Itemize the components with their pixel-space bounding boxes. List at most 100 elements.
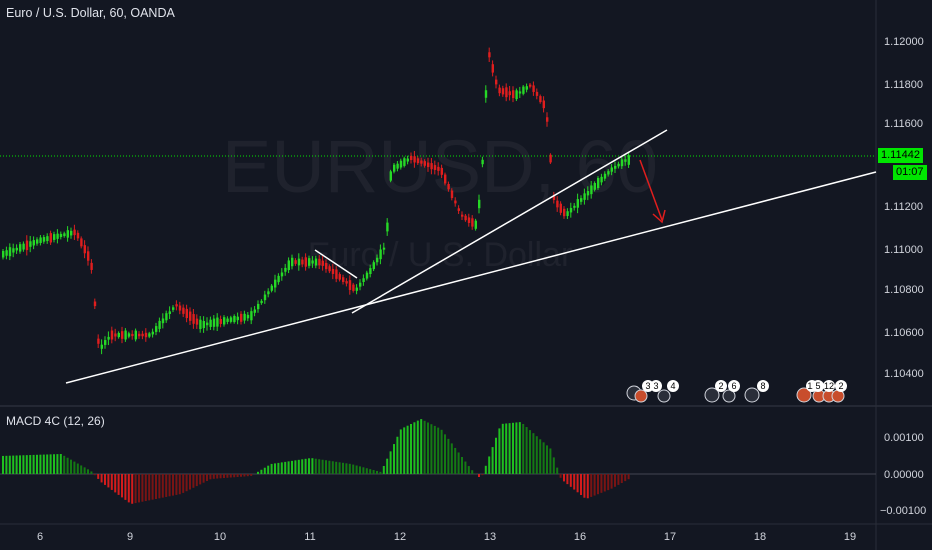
candle-body [253, 309, 256, 313]
candle-body [15, 247, 18, 251]
macd-bar [464, 461, 467, 474]
macd-bar [104, 474, 106, 485]
macd-bar [63, 455, 66, 474]
macd-bar [76, 463, 79, 474]
macd-bar [437, 427, 440, 474]
macd-bar [403, 427, 406, 474]
time-tick: 10 [214, 531, 226, 543]
event-badge[interactable]: 11 5 12 2 [796, 380, 847, 403]
candle-body [335, 269, 338, 279]
candle-body [423, 161, 426, 166]
macd-bar [488, 456, 491, 474]
macd-bar [246, 474, 249, 477]
macd-bar [376, 470, 378, 474]
macd-bar [274, 463, 276, 474]
candle-body [532, 85, 535, 92]
macd-bar [165, 474, 168, 497]
candle-body [76, 232, 80, 239]
forecast-arrow-line[interactable] [639, 159, 663, 221]
price-tick: 1.10400 [884, 368, 924, 380]
candle-body [5, 250, 8, 256]
macd-bar [498, 428, 501, 474]
candle-body [304, 257, 307, 267]
macd-bar [365, 468, 368, 474]
candle-body [359, 282, 362, 287]
macd-bar [277, 462, 280, 474]
candle-body [576, 199, 579, 208]
macd-bar [199, 474, 202, 485]
macd-bar [73, 461, 76, 474]
candle-body [83, 245, 86, 254]
candle-body [206, 322, 209, 326]
candle-body [586, 191, 590, 196]
event-badge[interactable]: 2 6 8 [704, 380, 769, 403]
candle-body [556, 200, 559, 208]
chart-title[interactable]: Euro / U.S. Dollar, 60, OANDA [6, 6, 175, 20]
macd-bar [70, 459, 72, 474]
candle-body [331, 268, 335, 274]
candle-body [287, 260, 290, 271]
candle-body [583, 193, 586, 200]
trendline-upper[interactable] [351, 129, 668, 314]
candle-body [498, 87, 501, 94]
bar-countdown-tag: 01:07 [893, 165, 927, 180]
macd-bar [569, 474, 572, 487]
macd-bar [620, 474, 623, 483]
macd-bar [416, 420, 419, 474]
macd-bar [440, 429, 443, 474]
candle-body [274, 279, 277, 288]
macd-bar [430, 424, 433, 474]
macd-legend-label[interactable]: MACD 4C (12, 26) [6, 414, 105, 428]
macd-bar [53, 454, 55, 474]
macd-bar [399, 429, 402, 474]
candle-body [372, 262, 375, 270]
macd-bar [450, 443, 453, 474]
svg-text:2: 2 [718, 381, 723, 391]
macd-bar [342, 462, 344, 474]
candle-body [600, 176, 603, 183]
svg-text:8: 8 [760, 381, 765, 391]
candle-body [212, 318, 216, 327]
macd-bar [508, 423, 511, 474]
candle-body [53, 234, 56, 240]
candlestick-series[interactable] [2, 47, 630, 355]
candle-body [250, 311, 253, 321]
event-badges[interactable]: 3 3 4 2 6 8 11 5 12 2 [626, 380, 847, 403]
candle-body [389, 171, 392, 181]
candle-body [144, 332, 148, 338]
macd-bar [206, 474, 208, 481]
macd-bar [114, 474, 117, 493]
macd-bar [8, 455, 11, 474]
candle-body [280, 272, 284, 277]
macd-bar [219, 474, 222, 479]
candle-body [70, 230, 73, 236]
macd-bar [189, 474, 191, 490]
macd-bar [396, 436, 399, 474]
candle-body [226, 318, 229, 322]
trendline-lower[interactable] [65, 171, 877, 384]
candle-body [552, 195, 556, 201]
candle-body [175, 304, 178, 307]
candle-body [393, 164, 396, 172]
macd-bar [155, 474, 157, 499]
macd-histogram[interactable] [2, 419, 630, 504]
candle-body [355, 287, 358, 291]
candle-body [63, 233, 66, 237]
macd-bar [25, 455, 28, 474]
event-badge[interactable]: 3 3 4 [626, 380, 679, 403]
macd-bar [382, 465, 385, 474]
candle-body [189, 311, 192, 321]
time-tick: 11 [304, 531, 315, 543]
candle-body [505, 87, 508, 98]
macd-bar [36, 454, 38, 474]
macd-bar [505, 423, 508, 474]
macd-bar [512, 422, 514, 474]
candle-body [542, 100, 545, 109]
trendline-short[interactable] [314, 249, 358, 279]
macd-bar [348, 463, 351, 474]
price-tick: 1.12000 [884, 36, 924, 48]
candle-body [100, 344, 103, 349]
macd-bar [127, 474, 130, 503]
macd-bar [267, 465, 270, 474]
